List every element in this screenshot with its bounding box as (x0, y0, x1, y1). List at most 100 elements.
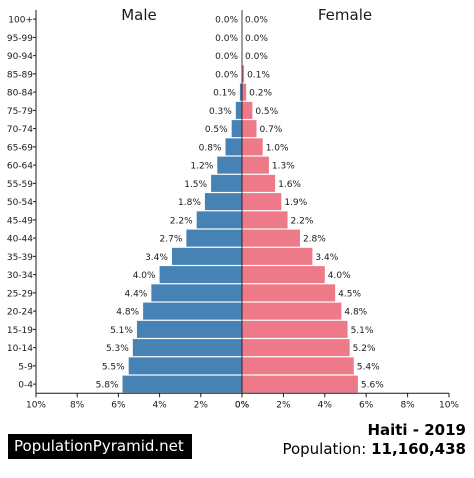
female-bar (242, 65, 245, 83)
male-value-label: 2.7% (160, 235, 183, 245)
male-value-label: 2.2% (170, 216, 193, 226)
female-value-label: 0.0% (245, 16, 268, 26)
female-value-label: 2.2% (291, 216, 314, 226)
male-value-label: 0.8% (199, 143, 222, 153)
male-value-label: 1.8% (178, 198, 201, 208)
female-bar (242, 211, 288, 229)
x-tick-label-right: 2% (276, 400, 291, 410)
age-group-label: 75-79 (7, 107, 33, 117)
male-value-label: 0.0% (215, 70, 238, 80)
male-value-label: 4.0% (133, 271, 156, 281)
male-bar (171, 247, 242, 265)
male-value-label: 0.0% (215, 16, 238, 26)
female-bar (242, 266, 325, 284)
female-value-label: 0.5% (255, 107, 278, 117)
age-group-label: 100+ (8, 16, 33, 26)
x-tick-label-left: 6% (111, 400, 126, 410)
female-title: Female (318, 6, 372, 24)
male-value-label: 1.5% (184, 180, 207, 190)
male-bar (136, 320, 242, 338)
male-bar (196, 211, 242, 229)
age-group-label: 70-74 (7, 125, 33, 135)
female-value-label: 5.4% (357, 362, 380, 372)
age-group-label: 25-29 (7, 289, 33, 299)
age-group-label: 30-34 (7, 271, 33, 281)
female-bar (242, 156, 269, 174)
x-tick-label-right: 6% (359, 400, 374, 410)
male-bar (231, 120, 242, 138)
female-bar (242, 320, 348, 338)
female-value-label: 0.2% (249, 89, 272, 99)
age-group-label: 10-14 (7, 344, 33, 354)
male-value-label: 5.3% (106, 344, 129, 354)
female-bar (242, 375, 358, 393)
male-bar (132, 339, 242, 357)
x-tick-label-right: 8% (400, 400, 415, 410)
male-bar (122, 375, 242, 393)
female-bar (242, 284, 336, 302)
age-group-label: 80-84 (7, 89, 33, 99)
female-value-label: 1.0% (266, 143, 289, 153)
male-bar (217, 156, 242, 174)
female-bar (242, 174, 276, 192)
brand-badge: PopulationPyramid.net (8, 434, 192, 459)
age-group-label: 55-59 (7, 180, 33, 190)
male-value-label: 4.8% (116, 308, 139, 318)
age-group-label: 65-69 (7, 143, 33, 153)
age-group-label: 35-39 (7, 253, 33, 263)
female-value-label: 0.1% (247, 70, 270, 80)
male-value-label: 4.4% (124, 289, 147, 299)
age-group-label: 45-49 (7, 216, 33, 226)
age-group-label: 5-9 (18, 362, 33, 372)
male-value-label: 0.3% (209, 107, 232, 117)
age-group-label: 60-64 (7, 162, 33, 172)
population-label: Population: (282, 440, 367, 458)
female-bar (242, 302, 342, 320)
female-bar (242, 120, 257, 138)
bars-group: 0.0% 0.0% 0.0% 0.0% 0.0% 0.0% 0.0% 0.1% 0.1% 0.2%… (96, 16, 384, 393)
male-bar (159, 266, 242, 284)
x-tick-label-right: 4% (318, 400, 333, 410)
x-tick-label-left: 8% (70, 400, 85, 410)
male-value-label: 3.4% (145, 253, 168, 263)
male-title: Male (121, 6, 157, 24)
male-bar (186, 229, 242, 247)
male-value-label: 0.0% (215, 34, 238, 44)
female-bar (242, 83, 247, 101)
male-value-label: 0.5% (205, 125, 228, 135)
female-value-label: 4.0% (328, 271, 351, 281)
age-group-label: 20-24 (7, 308, 33, 318)
place-title: Haiti - 2019 (367, 421, 466, 439)
axes-group: 100+ 95-99 90-94 85-89 80-84 75-79 70-74 65-69 6… (7, 10, 459, 410)
female-value-label: 2.8% (303, 235, 326, 245)
age-group-label: 15-19 (7, 326, 33, 336)
female-bar (242, 229, 300, 247)
male-value-label: 0.0% (215, 52, 238, 62)
age-group-label: 85-89 (7, 70, 33, 80)
female-value-label: 5.2% (353, 344, 376, 354)
female-bar (242, 247, 313, 265)
x-tick-label-right: 0% (235, 400, 250, 410)
age-group-label: 90-94 (7, 52, 33, 62)
male-value-label: 0.1% (213, 89, 236, 99)
population-value: 11,160,438 (371, 440, 466, 458)
male-bar (151, 284, 242, 302)
chart-caption: Haiti - 2019 Population: 11,160,438 (282, 421, 466, 459)
female-value-label: 5.6% (361, 381, 384, 391)
female-bar (242, 193, 282, 211)
female-value-label: 0.0% (245, 52, 268, 62)
male-value-label: 5.8% (96, 381, 119, 391)
age-group-label: 40-44 (7, 235, 33, 245)
female-value-label: 0.0% (245, 34, 268, 44)
population-line: Population: 11,160,438 (282, 439, 466, 459)
male-value-label: 5.1% (110, 326, 133, 336)
female-bar (242, 101, 253, 119)
male-bar (239, 83, 242, 101)
x-tick-label-left: 0% (235, 400, 250, 410)
male-bar (225, 138, 242, 156)
male-bar (128, 357, 242, 375)
female-value-label: 0.7% (259, 125, 282, 135)
female-value-label: 4.8% (344, 308, 367, 318)
male-bar (143, 302, 242, 320)
